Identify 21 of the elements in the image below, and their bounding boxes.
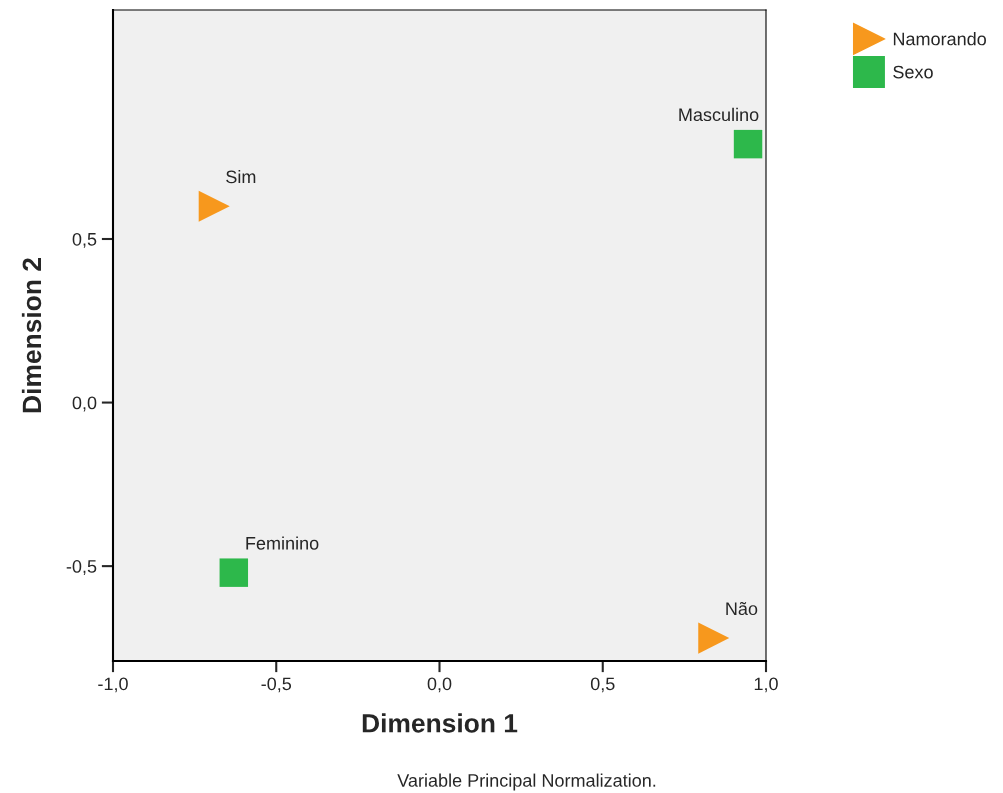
x-tick-label: 0,0	[427, 677, 452, 693]
annotation: Feminino	[246, 536, 319, 550]
legend-label: Sexo	[893, 65, 933, 79]
point	[219, 558, 249, 587]
y-tick-label: 0,5	[72, 232, 97, 248]
annotation: Sim	[226, 170, 256, 184]
y-axis-title: Dimension 2	[21, 258, 42, 413]
x-axis-title: Dimension 1	[362, 713, 518, 733]
legend-label: Namorando	[893, 32, 986, 46]
x-tick-label: 1,0	[754, 677, 778, 693]
point	[733, 129, 763, 159]
point	[198, 190, 230, 222]
y-tick-label: 0,0	[72, 396, 97, 412]
annotation: Masculino	[679, 107, 759, 122]
x-tick-label: 0,5	[590, 677, 615, 693]
x-tick-label: -0,5	[261, 677, 292, 693]
point	[698, 622, 730, 654]
x-tick-label: -1,0	[98, 677, 128, 693]
annotation: Não	[726, 601, 758, 616]
y-tick-label: -0,5	[66, 560, 97, 575]
text: Variable Principal Normalization.	[397, 773, 656, 791]
